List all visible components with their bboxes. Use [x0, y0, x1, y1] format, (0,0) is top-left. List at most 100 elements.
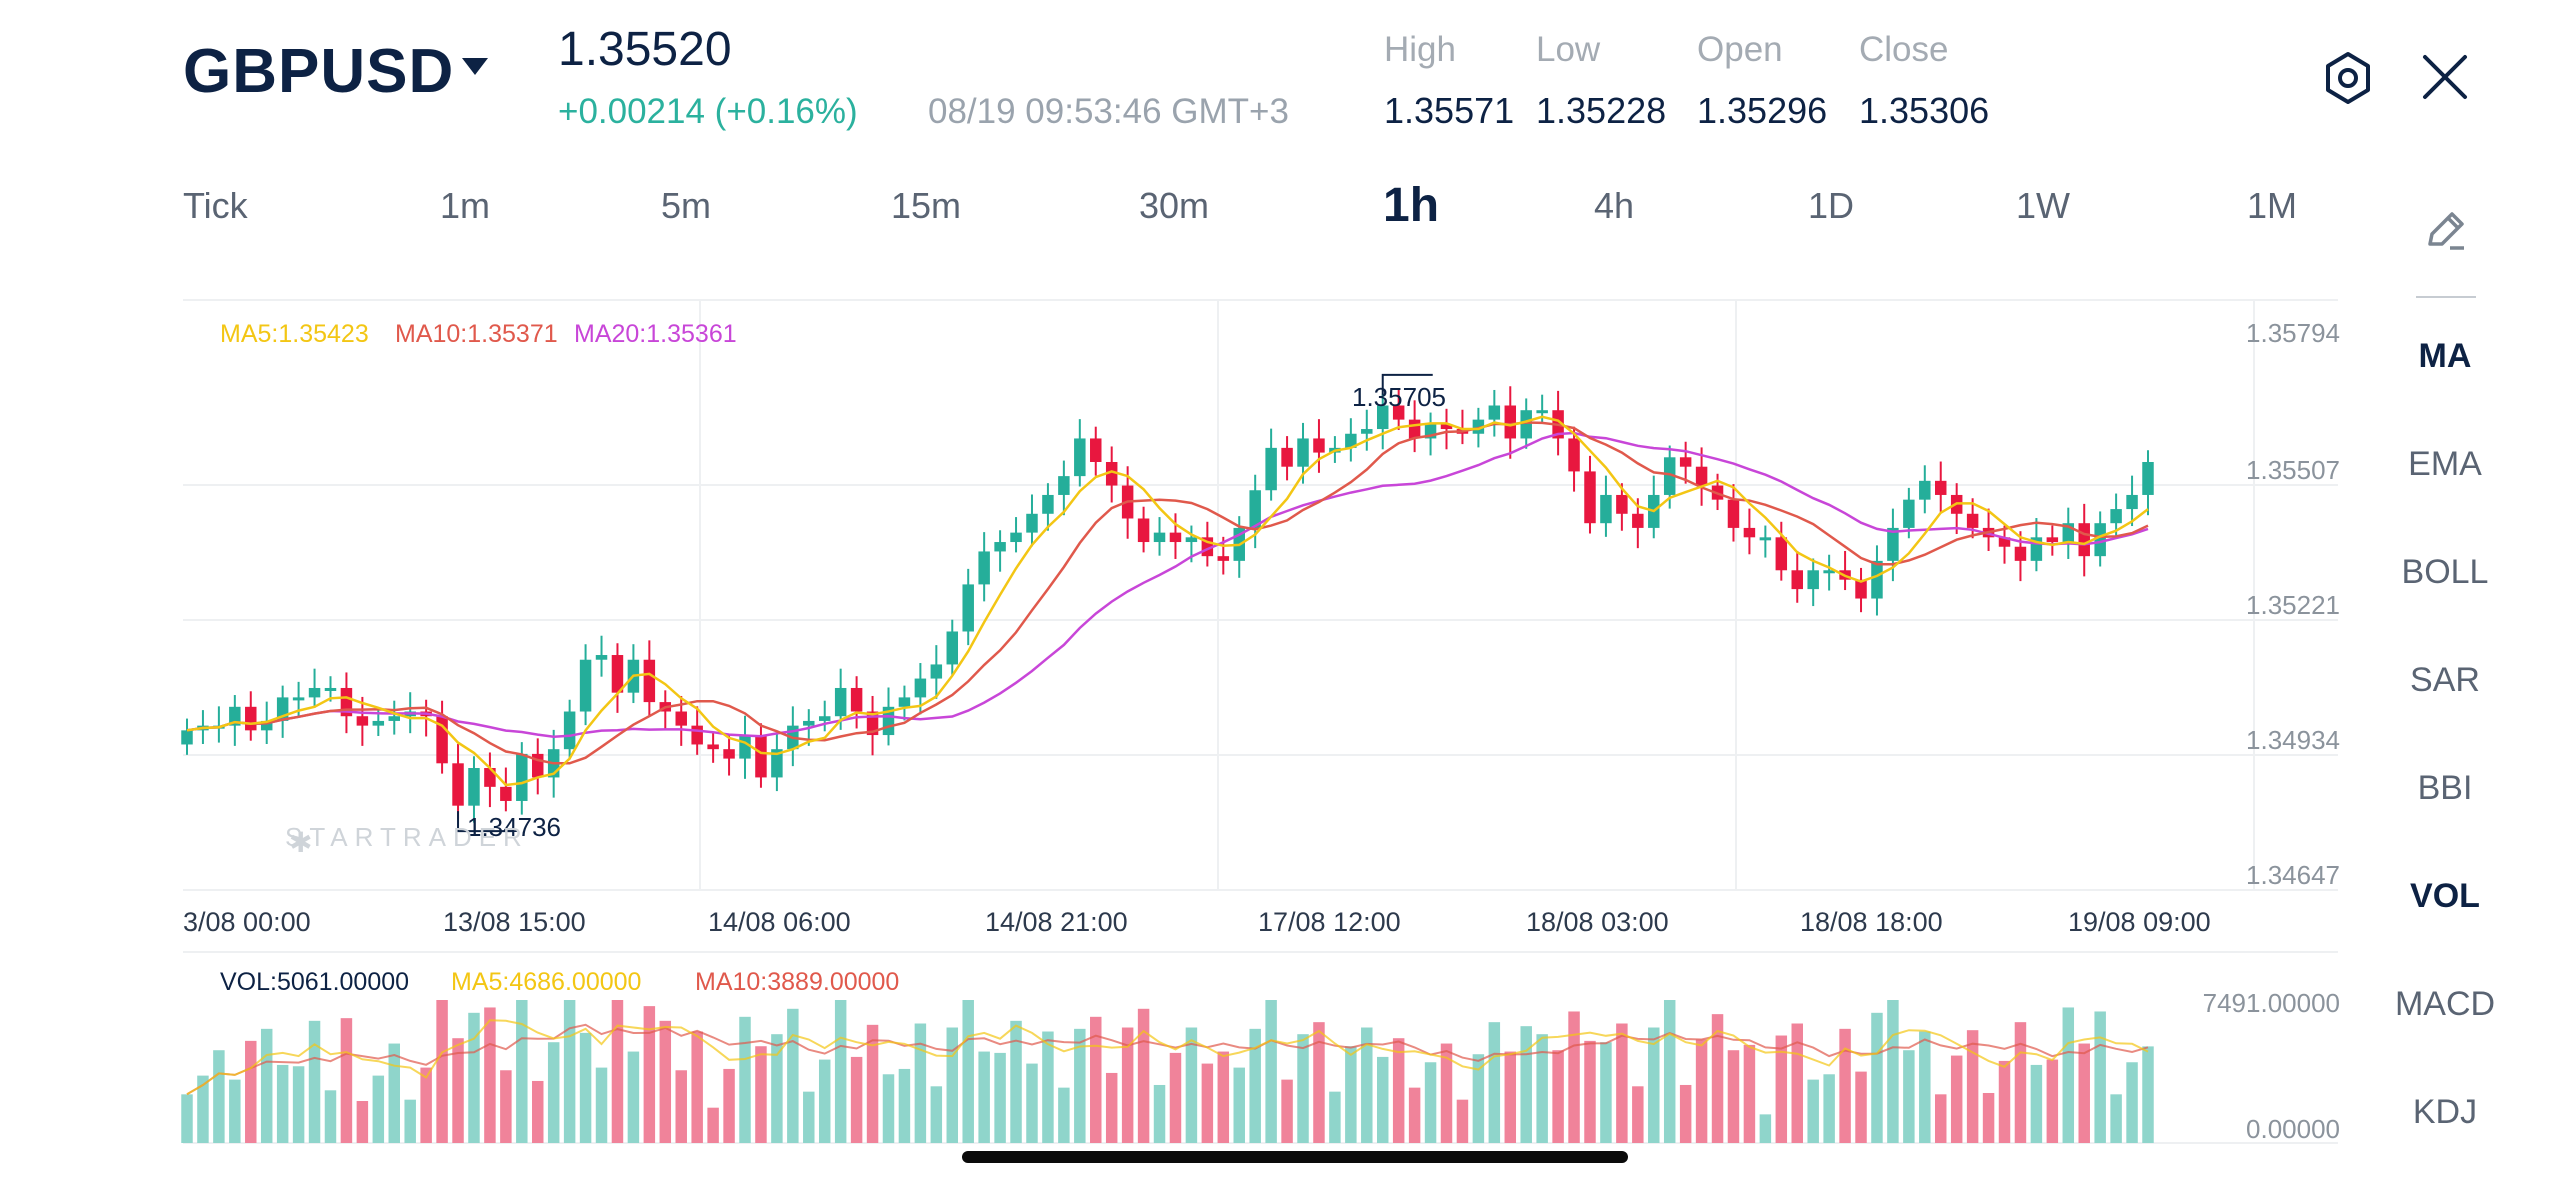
candle — [1887, 527, 1899, 561]
volume-bar — [1584, 1040, 1596, 1143]
volume-bar — [771, 1034, 783, 1143]
indicator-boll[interactable]: BOLL — [2401, 553, 2489, 591]
indicator-divider — [2416, 296, 2476, 298]
tab-4h[interactable]: 4h — [1594, 185, 1635, 226]
volume-bar — [1313, 1022, 1325, 1143]
volume-bar — [1982, 1092, 1995, 1143]
volume-bar — [1105, 1072, 1118, 1143]
volume-bar — [1695, 1039, 1708, 1143]
candle — [260, 720, 273, 731]
volume-bar — [1329, 1091, 1341, 1143]
volume-bar — [1472, 1054, 1485, 1143]
volume-bar — [1679, 1084, 1692, 1143]
candle — [388, 716, 400, 721]
volume-bar — [1807, 1079, 1819, 1143]
indicator-bbi[interactable]: BBI — [2417, 769, 2473, 807]
symbol-selector[interactable]: GBPUSD — [183, 37, 455, 106]
candle — [675, 711, 687, 726]
indicator-macd[interactable]: MACD — [2394, 985, 2496, 1023]
candle — [962, 584, 974, 632]
volume-bar — [1408, 1087, 1421, 1143]
candle — [516, 753, 528, 801]
tab-1m[interactable]: 1m — [440, 185, 491, 226]
candle — [1169, 532, 1182, 543]
volume-bar — [611, 1000, 624, 1143]
volume-bar — [1871, 1012, 1883, 1143]
tab-15m[interactable]: 15m — [891, 185, 962, 226]
candle — [1058, 476, 1070, 495]
tab-1w[interactable]: 1W — [2016, 185, 2070, 226]
candle — [1568, 438, 1580, 472]
indicator-kdj[interactable]: KDJ — [2412, 1093, 2478, 1131]
candle — [882, 706, 895, 736]
x-tick-label: 19/08 09:00 — [2068, 907, 2211, 937]
volume-bar — [1042, 1031, 1054, 1143]
x-tick-label: 3/08 00:00 — [183, 907, 311, 937]
indicator-ma[interactable]: MA — [2418, 337, 2472, 375]
candle — [2094, 523, 2106, 557]
tab-tick[interactable]: Tick — [183, 185, 248, 226]
candle — [771, 749, 783, 778]
candle — [739, 735, 751, 759]
volume-bar — [1998, 1060, 2011, 1143]
volume-bar — [1887, 1000, 1899, 1143]
candle — [978, 551, 990, 585]
candle — [1616, 494, 1628, 514]
watermark: STARTRADER — [285, 822, 529, 852]
volume-bar — [1616, 1023, 1628, 1143]
candle — [308, 687, 321, 698]
volume-bar — [229, 1079, 241, 1143]
close-icon[interactable] — [2420, 52, 2470, 102]
volume-bar — [930, 1086, 943, 1143]
candle — [372, 720, 385, 726]
volume-bar — [1823, 1074, 1835, 1143]
tab-1d[interactable]: 1D — [1808, 185, 1855, 226]
volume-bar — [1345, 1046, 1357, 1143]
candle — [1010, 532, 1022, 543]
pencil-icon[interactable] — [2422, 208, 2468, 254]
candle — [898, 697, 911, 707]
stat-label-high: High — [1384, 30, 1456, 69]
tab-30m[interactable]: 30m — [1139, 185, 1210, 226]
volume-bar — [1121, 1027, 1134, 1143]
hexagon-gear-icon[interactable] — [2320, 50, 2376, 106]
volume-bar — [1456, 1099, 1469, 1143]
volume-bar — [1663, 1000, 1676, 1143]
volume-bar — [260, 1028, 273, 1143]
volume-bar — [1536, 1034, 1548, 1143]
volume-max-label: 7491.00000 — [2202, 988, 2340, 1018]
candle — [1249, 490, 1261, 528]
candle — [1871, 560, 1883, 599]
stat-value-close: 1.35306 — [1859, 90, 1990, 131]
indicator-sar[interactable]: SAR — [2410, 661, 2480, 699]
volume-min-label: 0.00000 — [2246, 1114, 2340, 1144]
candle — [452, 763, 464, 806]
candle — [1026, 513, 1038, 533]
candle — [1695, 466, 1708, 486]
tab-1h[interactable]: 1h — [1383, 179, 1440, 232]
volume-bar — [2030, 1064, 2043, 1143]
candle — [1679, 457, 1692, 467]
indicator-ema[interactable]: EMA — [2408, 445, 2482, 483]
volume-bar — [1966, 1030, 1979, 1143]
volume-bar — [962, 1000, 974, 1143]
candle — [500, 786, 512, 801]
tab-1mo[interactable]: 1M — [2247, 185, 2298, 226]
home-indicator — [962, 1151, 1628, 1163]
candle — [1265, 447, 1277, 491]
indicator-vol[interactable]: VOL — [2410, 877, 2480, 915]
volume-bar — [563, 1000, 576, 1143]
candle — [229, 706, 241, 726]
volume-bar — [2062, 1007, 2075, 1143]
candle — [1632, 513, 1644, 528]
chevron-down-icon[interactable] — [462, 58, 488, 75]
volume-bar — [1217, 1051, 1230, 1143]
ma5-line — [186, 415, 2149, 787]
price-change: +0.00214 (+0.16%) — [558, 92, 858, 131]
candle — [181, 730, 193, 745]
volume-bar — [898, 1068, 911, 1143]
candle — [1488, 405, 1501, 420]
tab-5m[interactable]: 5m — [661, 185, 712, 226]
volume-bar — [388, 1043, 400, 1143]
